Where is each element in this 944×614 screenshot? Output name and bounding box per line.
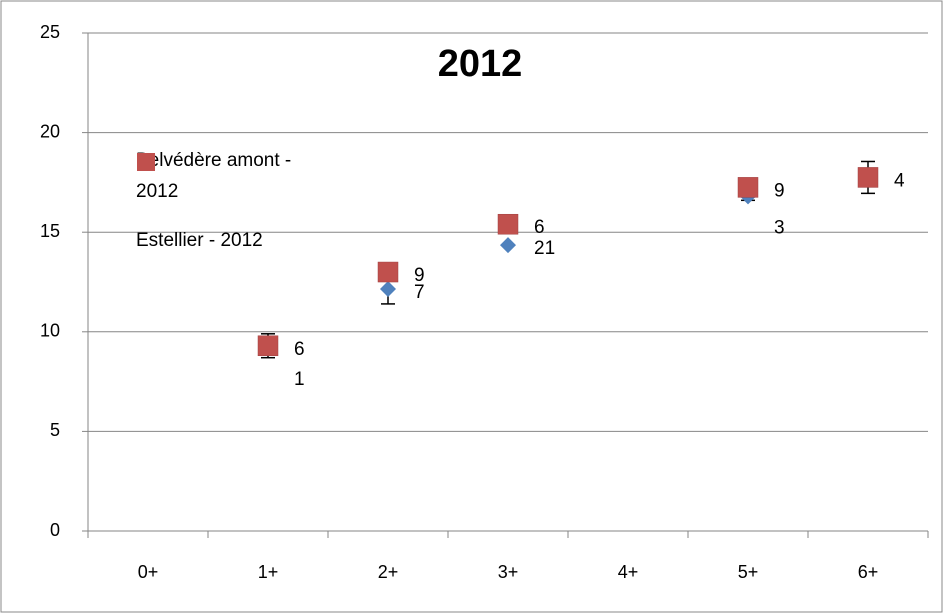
marker-square [377, 261, 399, 283]
data-label: 4 [894, 170, 905, 191]
y-tick-label: 20 [40, 121, 60, 141]
x-tick-label: 5+ [738, 562, 759, 582]
marker-square [737, 177, 759, 198]
y-tick-label: 10 [40, 321, 60, 341]
y-tick-label: 5 [50, 420, 60, 440]
marker-square [857, 167, 879, 188]
data-label: 9 [774, 180, 785, 201]
marker-square [257, 335, 279, 356]
x-tick-label: 6+ [858, 562, 879, 582]
y-tick-label: 25 [40, 22, 60, 42]
x-tick-label: 1+ [258, 562, 279, 582]
marker-diamond [500, 237, 516, 254]
chart-title: 2012 [438, 43, 523, 85]
data-label: 9 [414, 265, 425, 286]
data-label: 21 [534, 238, 555, 259]
marker-square [497, 213, 519, 235]
legend: Belvédère amont - 2012 Estellier - 2012 [136, 145, 366, 274]
legend-label: Estellier - 2012 [136, 230, 263, 251]
data-label: 3 [774, 217, 785, 238]
x-tick-label: 0+ [138, 562, 159, 582]
data-label: 6 [534, 217, 545, 238]
x-tick-label: 4+ [618, 562, 639, 582]
marker-diamond [380, 280, 396, 297]
y-tick-label: 0 [50, 520, 60, 540]
legend-item: Estellier - 2012 [136, 153, 366, 256]
data-label: 1 [294, 369, 305, 390]
legend-item: Belvédère amont - 2012 [136, 145, 366, 207]
y-tick-label: 15 [40, 221, 60, 241]
legend-symbol [137, 153, 155, 171]
legend-marker [137, 153, 155, 171]
x-tick-label: 2+ [378, 562, 399, 582]
x-tick-label: 3+ [498, 562, 519, 582]
legend-label: Belvédère amont - 2012 [136, 150, 292, 202]
data-label: 7 [414, 282, 425, 303]
data-label: 6 [294, 339, 305, 360]
